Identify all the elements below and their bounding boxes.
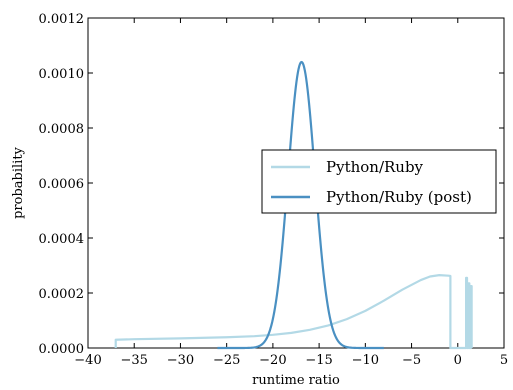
series-line-python-ruby (114, 274, 473, 350)
legend-label-python-ruby: Python/Ruby (326, 158, 424, 176)
x-tick-label: −15 (305, 353, 332, 368)
series-line-python-ruby-post (217, 60, 385, 350)
y-tick-label: 0.0004 (39, 232, 85, 247)
x-tick-label: −35 (121, 353, 148, 368)
legend-label-python-ruby-post: Python/Ruby (post) (326, 188, 472, 206)
x-tick-label: −40 (74, 353, 101, 368)
x-axis-label: runtime ratio (252, 373, 340, 388)
y-tick-label: 0.0002 (39, 287, 85, 302)
y-axis-label: probability (11, 146, 26, 218)
x-tick-label: 5 (500, 353, 508, 368)
y-tick-label: 0.0010 (39, 67, 85, 82)
y-tick-labels: 0.0000 0.0002 0.0004 0.0006 0.0008 0.0010 0.00… (39, 12, 85, 357)
x-tick-label: −5 (402, 353, 421, 368)
x-tick-label: −25 (213, 353, 240, 368)
series-layer (114, 60, 473, 350)
y-tick-label: 0.0008 (39, 122, 85, 137)
x-tick-labels: −40 −35 −30 −25 −20 −15 −10 −5 0 5 (74, 353, 508, 368)
legend: Python/Ruby Python/Ruby (post) (261, 149, 497, 214)
legend-box (261, 149, 497, 214)
x-tick-label: −10 (352, 353, 379, 368)
y-tick-label: 0.0012 (39, 12, 85, 27)
y-tick-label: 0.0000 (39, 342, 85, 357)
x-tick-label: −30 (167, 353, 194, 368)
y-tick-label: 0.0006 (39, 177, 85, 192)
x-tick-label: −20 (259, 353, 286, 368)
x-tick-label: 0 (454, 353, 462, 368)
